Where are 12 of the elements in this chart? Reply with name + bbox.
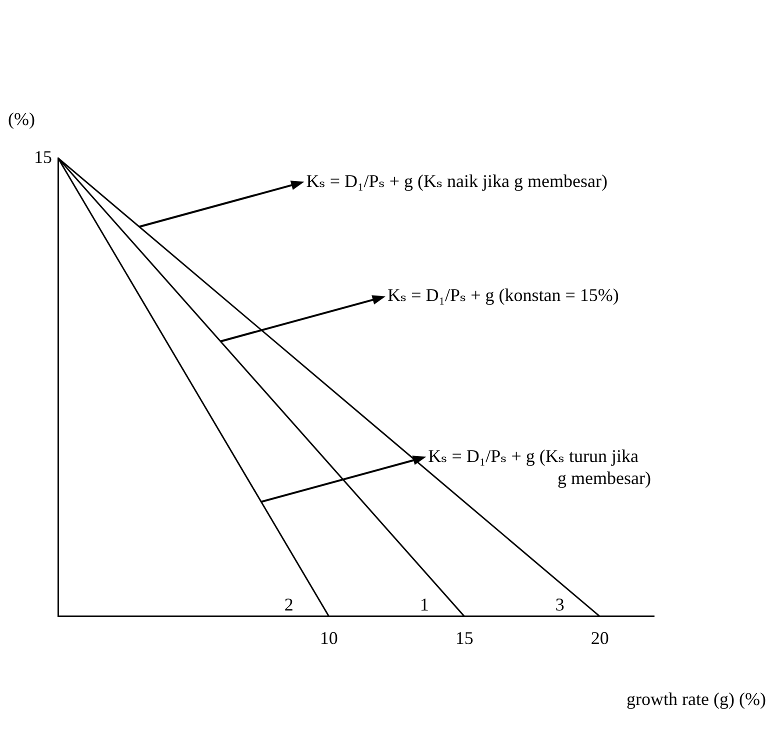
series-label: 2 (284, 594, 294, 614)
text: 15 (33, 146, 52, 168)
series-label: 3 (555, 594, 564, 614)
annotation: Kₛ = D₁/Pₛ + g (konstan = 15%) (388, 284, 619, 306)
x-tick-label: 15 (455, 628, 474, 648)
x-tick-label: 10 (320, 628, 338, 648)
annotation: Kₛ = D₁/Pₛ + g (Kₛ turun jika g membesar) (428, 444, 651, 489)
x-axis-title: growth rate (g) (%) (626, 688, 766, 710)
x-tick-label: 20 (590, 628, 609, 648)
y-axis-title: (%) (8, 108, 35, 130)
annotation: Kₛ = D₁/Pₛ + g (Kₛ naik jika g membesar) (306, 170, 608, 192)
series-label: 1 (420, 594, 429, 614)
